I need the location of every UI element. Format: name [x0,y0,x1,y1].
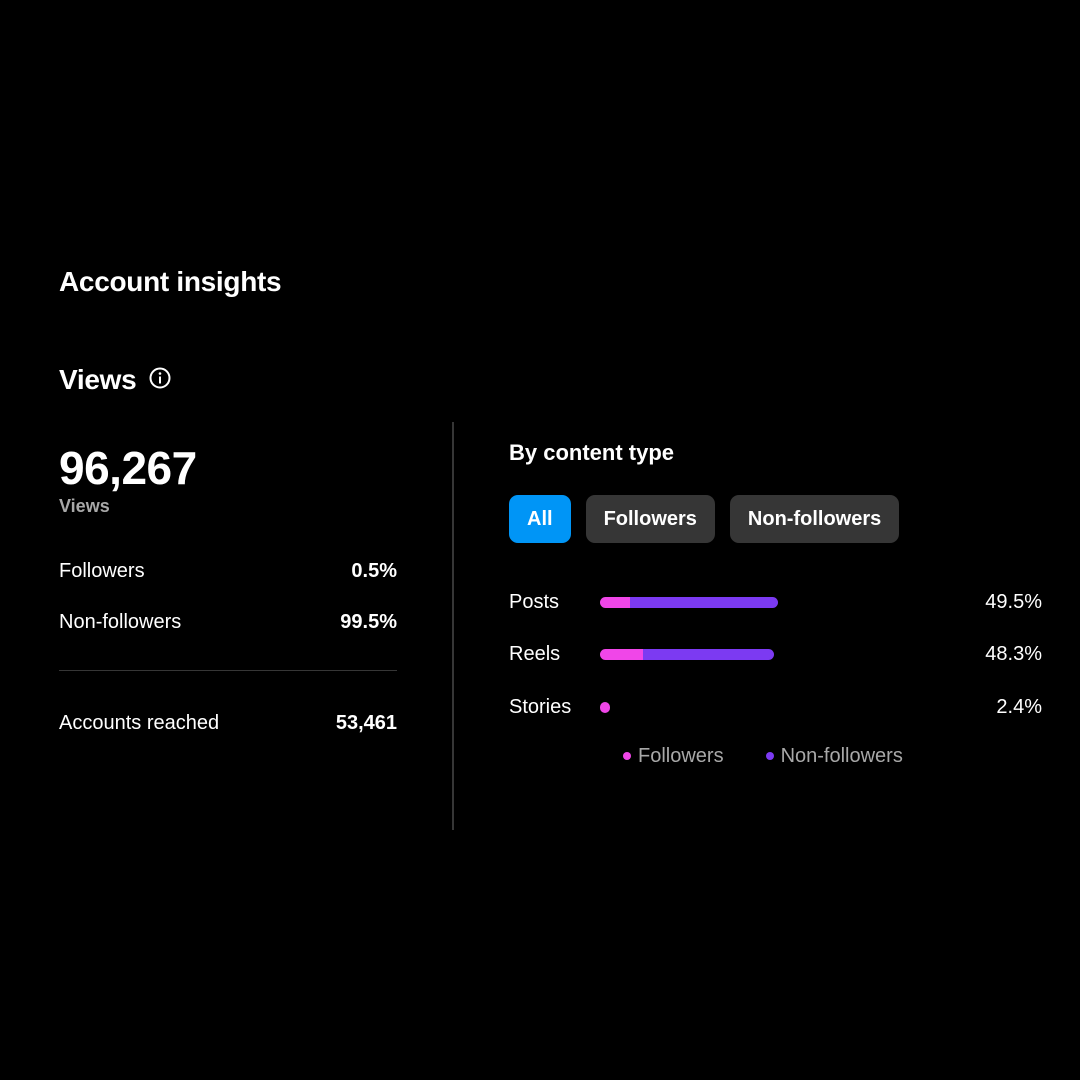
views-summary-panel: 96,267 Views Followers 0.5% Non-follower… [59,440,397,737]
bar-row-posts: Posts 49.5% [509,587,1042,617]
filter-non-followers-button[interactable]: Non-followers [729,495,900,543]
bar-value-reels: 48.3% [985,643,1042,665]
views-total-caption: Views [59,496,110,516]
filter-followers-button[interactable]: Followers [585,495,715,543]
bar-row-reels: Reels 48.3% [509,640,1042,670]
legend-followers-label: Followers [638,744,724,767]
bar-track-reels [600,649,960,660]
bar-reels-followers-segment [600,649,644,660]
accounts-reached-value: 53,461 [335,711,397,734]
content-type-title: By content type [509,440,675,465]
chart-legend: Followers Non-followers [623,745,1042,768]
views-nonfollowers-value: 99.5% [340,610,397,633]
accounts-reached-label: Accounts reached [59,711,220,734]
views-followers-value: 0.5% [351,559,397,582]
bar-value-posts: 49.5% [985,590,1042,613]
bar-reels [600,649,774,660]
views-title: Views [59,364,137,395]
bar-row-stories: Stories 2.4% [509,692,1042,722]
accounts-reached-row: Accounts reached 53,461 [59,709,397,737]
summary-divider [59,670,397,671]
info-circle-icon[interactable] [148,366,172,390]
views-total: 96,267 [59,442,197,494]
views-followers-row: Followers 0.5% [59,557,397,585]
bar-value-stories: 2.4% [996,695,1042,718]
legend-non-followers-dot [765,752,774,760]
bar-posts-non-followers-segment [630,596,779,608]
views-followers-label: Followers [59,559,145,582]
content-type-panel: By content type All Followers Non-follow… [509,440,1042,768]
panel-divider [452,422,454,830]
bar-posts [600,596,779,608]
content-type-filters: All Followers Non-followers [509,495,1042,543]
bar-reels-non-followers-segment [643,649,774,660]
legend-non-followers: Non-followers [765,744,903,768]
legend-followers-dot [623,752,631,760]
bar-label-stories: Stories [509,695,572,718]
views-nonfollowers-row: Non-followers 99.5% [59,608,397,636]
filter-all-button[interactable]: All [509,495,571,543]
views-header: Views [59,364,172,396]
legend-followers: Followers [623,745,724,768]
bar-stories-followers-segment [600,701,610,713]
bar-label-reels: Reels [509,643,561,665]
bar-posts-followers-segment [600,596,631,608]
content-type-bars: Posts 49.5% Reels 48.3% Stories [509,587,1042,722]
legend-non-followers-label: Non-followers [780,744,903,767]
bar-track-stories [600,701,960,713]
bar-label-posts: Posts [509,590,560,613]
bar-stories [600,701,610,713]
bar-track-posts [600,596,960,608]
views-nonfollowers-label: Non-followers [59,610,182,633]
page-title: Account insights [59,266,282,297]
